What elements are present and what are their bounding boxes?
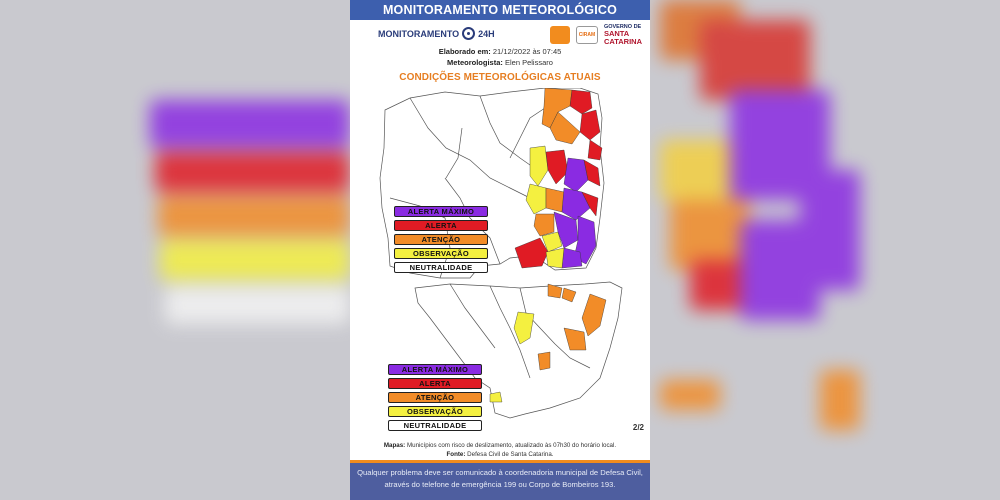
region-atencao [537, 351, 551, 371]
sources: Mapas: Municípios com risco de deslizame… [350, 441, 650, 459]
footer-notice: Qualquer problema deve ser comunicado à … [350, 460, 650, 500]
legend-item-alerta: ALERTA [394, 220, 488, 231]
legend-item-alerta: ALERTA [388, 378, 482, 389]
legend-item-observacao: OBSERVAÇÃO [388, 406, 482, 417]
bulletin-meta: Elaborado em: 21/12/2022 às 07:45 Meteor… [350, 46, 650, 68]
legend-item-observacao: OBSERVAÇÃO [394, 248, 488, 259]
risk-maps [379, 88, 623, 419]
region-alerta [545, 149, 569, 185]
region-atencao [547, 283, 563, 299]
region-obs [513, 311, 535, 345]
ciram-logo: CIRAM [575, 25, 598, 44]
region-max [553, 211, 579, 249]
region-alerta [579, 109, 601, 141]
fonte-text: Defesa Civil de Santa Catarina. [467, 451, 554, 458]
region-obs [525, 183, 547, 215]
legend-item-atencao: ATENÇÃO [388, 392, 482, 403]
region-atencao [549, 111, 581, 145]
map-bottom-regions [489, 283, 607, 403]
region-alerta [587, 139, 603, 161]
bulletin-card: MONITORAMENTO METEOROLÓGICO MONITORAMENT… [350, 0, 650, 500]
section-title: CONDIÇÕES METEOROLÓGICAS ATUAIS [399, 72, 601, 83]
region-max [561, 187, 591, 221]
state-outline-bottom [414, 281, 623, 419]
region-atencao [563, 327, 587, 351]
legend-item-neutralidade: NEUTRALIDADE [394, 262, 488, 273]
region-atencao [581, 293, 607, 337]
mapas-label: Mapas: [383, 442, 406, 449]
monitor-logo-text: MONITORAMENTO [378, 28, 460, 39]
santa-catarina-logo: GOVERNO DE SANTA CATARINA [603, 24, 642, 46]
region-alerta [583, 159, 601, 187]
region-atencao [545, 187, 565, 213]
meteorologista-label: Meteorologista: [447, 58, 503, 67]
legend-item-neutralidade: NEUTRALIDADE [388, 420, 482, 431]
region-obs [541, 231, 563, 253]
clock-icon [462, 27, 476, 40]
footer-line-1: Qualquer problema deve ser comunicado à … [357, 468, 643, 477]
legend-bottom: ALERTA MÁXIMO ALERTA ATENÇÃO OBSERVAÇÃO … [388, 364, 482, 434]
region-alerta [569, 89, 593, 115]
monitoramento-24h-logo: MONITORAMENTO 24H [378, 27, 495, 40]
monitor-logo-suffix: 24H [478, 28, 495, 39]
legend-item-alerta-maximo: ALERTA MÁXIMO [394, 206, 488, 217]
mapas-text: Municípios com risco de deslizamento, at… [406, 442, 617, 449]
region-atencao [533, 213, 555, 237]
fonte-label: Fonte: [446, 451, 466, 458]
meteorologista-value: Elen Pelissaro [504, 58, 553, 67]
elaborado-value: 21/12/2022 às 07:45 [492, 47, 562, 56]
logo-row: MONITORAMENTO 24H CIRAM GOVERNO DE SANTA… [350, 23, 650, 45]
defesa-civil-logo [549, 25, 570, 44]
elaborado-label: Elaborado em: [438, 47, 491, 56]
region-obs [529, 145, 549, 187]
region-alerta [581, 191, 599, 217]
government-logos: CIRAM GOVERNO DE SANTA CATARINA [549, 24, 642, 46]
region-max [563, 157, 589, 193]
legend-item-alerta-maximo: ALERTA MÁXIMO [388, 364, 482, 375]
region-obs [489, 391, 503, 403]
region-alerta [514, 237, 549, 269]
map-top-regions [514, 88, 603, 269]
page-indicator: 2/2 [632, 423, 644, 432]
footer-line-2: através do telefone de emergência 199 ou… [384, 479, 616, 489]
legend-top: ALERTA MÁXIMO ALERTA ATENÇÃO OBSERVAÇÃO … [394, 206, 488, 276]
region-obs [545, 247, 565, 269]
legend-item-atencao: ATENÇÃO [394, 234, 488, 245]
bulletin-title: MONITORAMENTO METEOROLÓGICO [350, 0, 650, 20]
region-atencao [561, 287, 577, 303]
